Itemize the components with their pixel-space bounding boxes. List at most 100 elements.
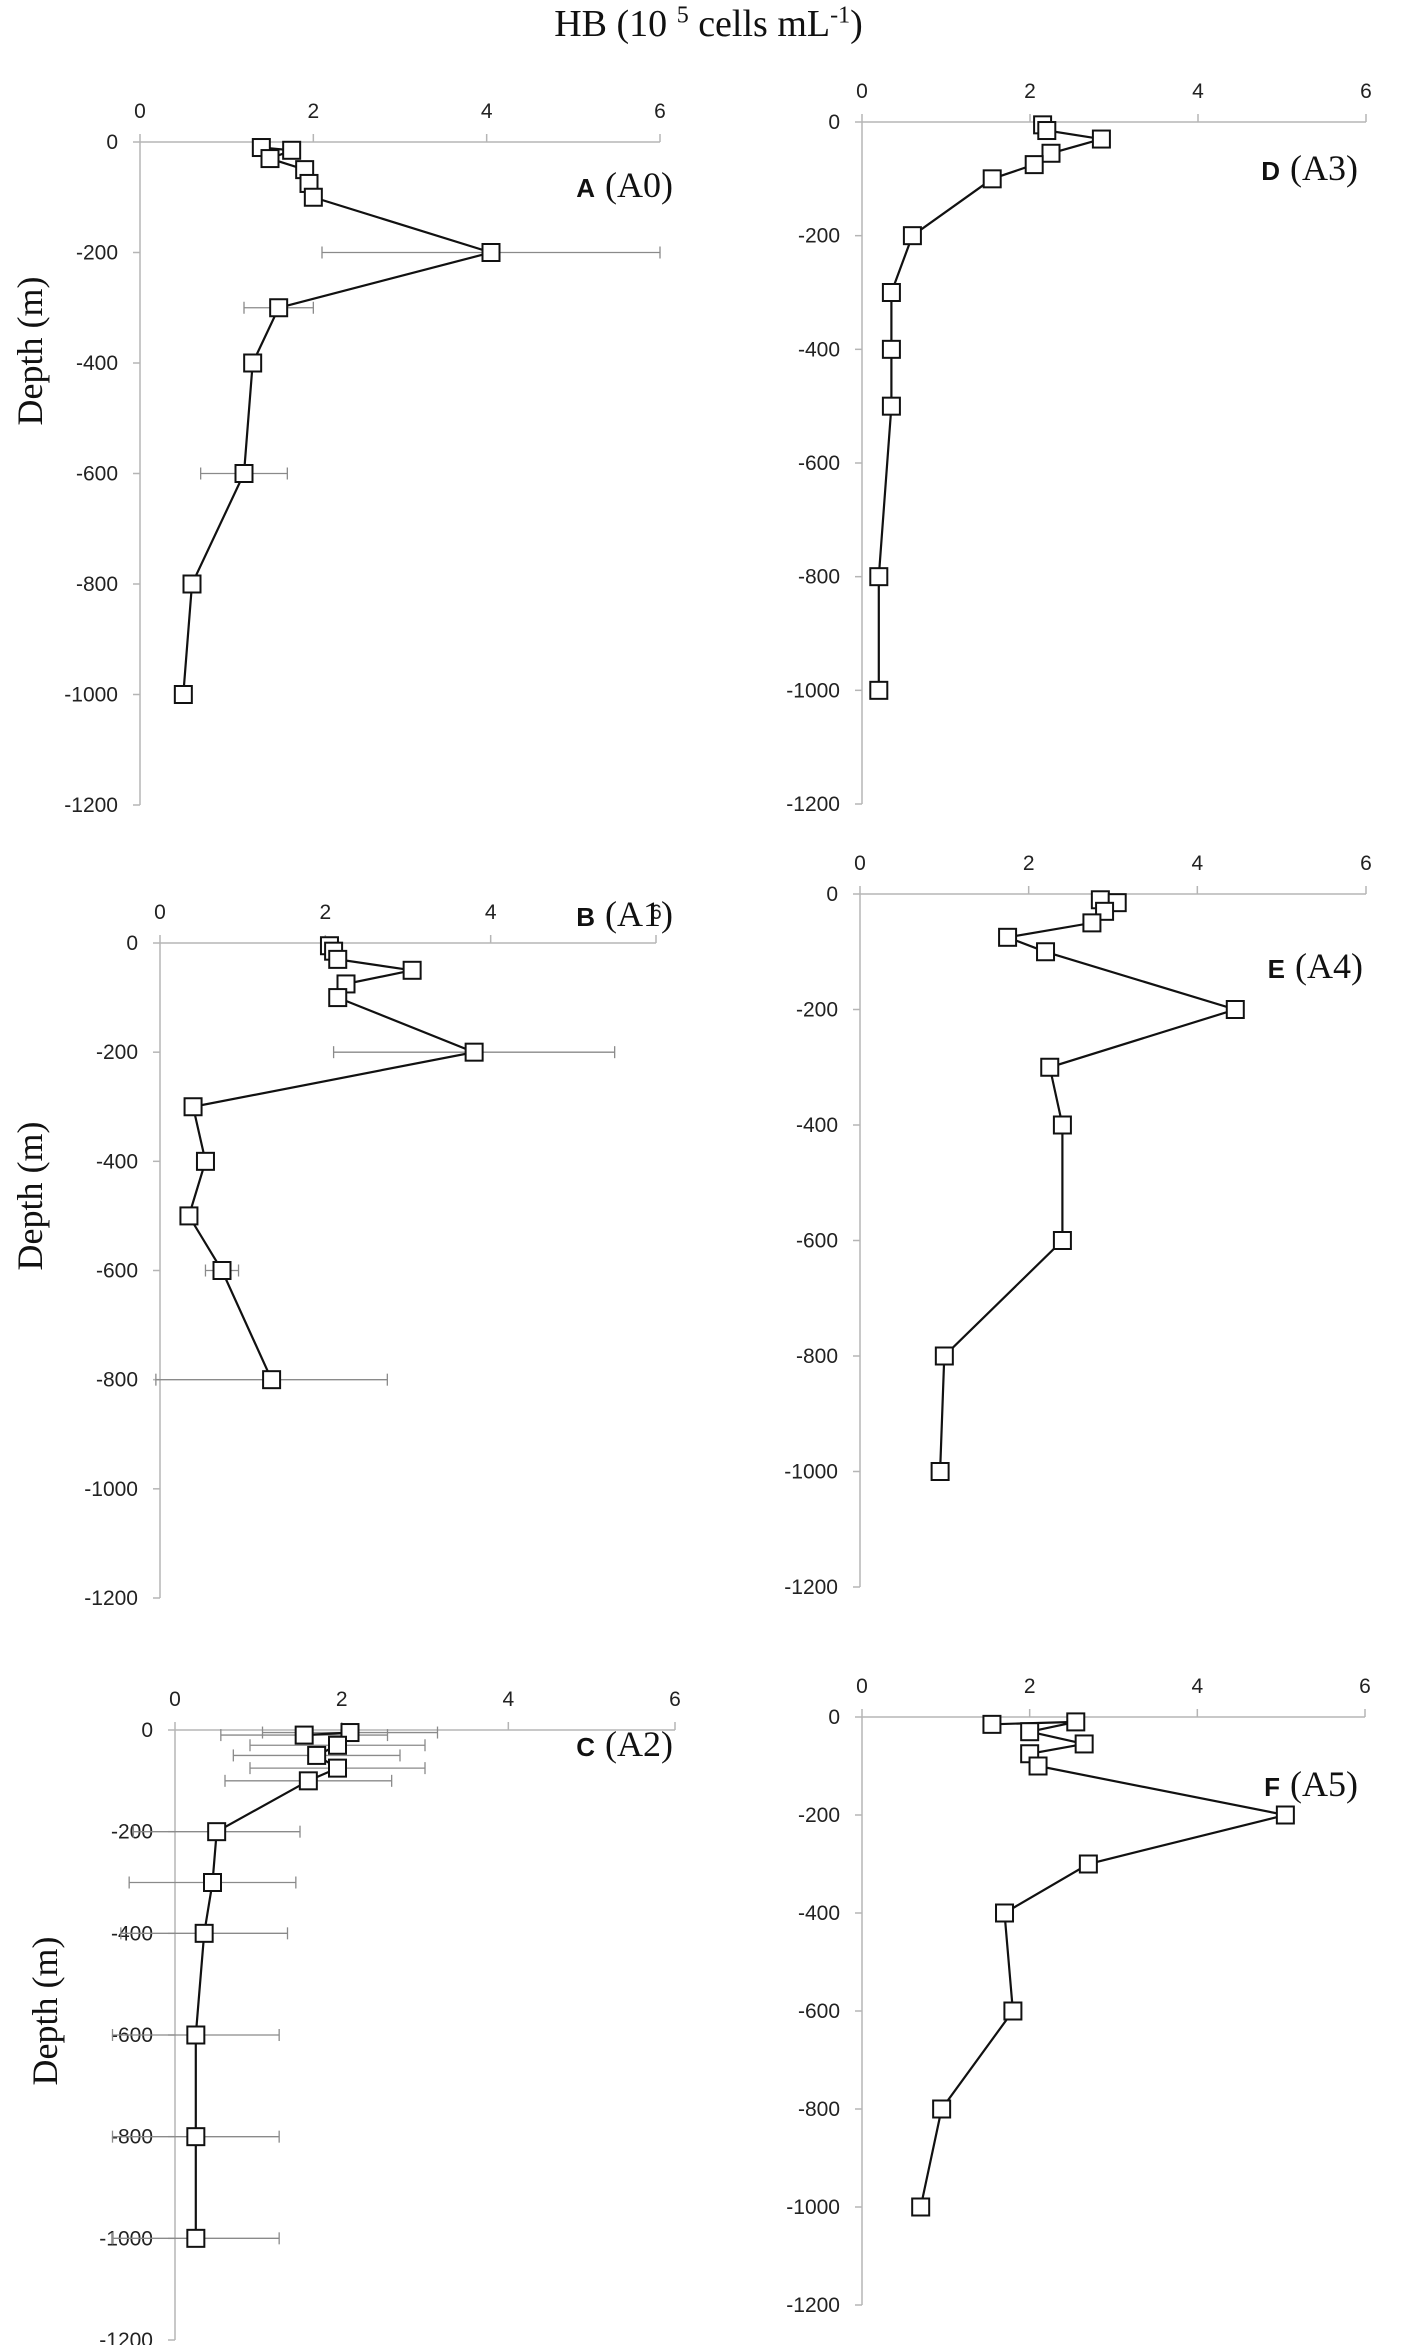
y-tick-label: -1200 [64, 794, 118, 817]
data-point-marker [186, 2127, 206, 2147]
x-tick-label: 6 [654, 100, 666, 123]
y-tick-label: -1000 [786, 679, 840, 702]
data-point-marker [464, 1042, 484, 1062]
data-point-marker [262, 1370, 282, 1390]
y-tick-label: -1000 [786, 2196, 840, 2219]
data-point-marker [869, 680, 889, 700]
data-point-marker [1066, 1712, 1086, 1732]
title-middle: cells mL [688, 3, 831, 45]
data-point-marker [911, 2197, 931, 2217]
y-tick-label: -800 [76, 573, 118, 596]
data-point-marker [881, 339, 901, 359]
title-exponent-2: -1 [830, 2, 851, 29]
y-tick-label: -600 [796, 1230, 838, 1253]
data-point-marker [1074, 1734, 1094, 1754]
x-tick-label: 4 [502, 1688, 514, 1711]
data-point-marker [260, 149, 280, 169]
data-point-marker [183, 1097, 203, 1117]
y-tick-label: -1200 [786, 2294, 840, 2317]
data-point-marker [298, 1771, 318, 1791]
data-point-marker [1275, 1805, 1295, 1825]
x-tick-label: 4 [1191, 1675, 1203, 1698]
data-point-marker [182, 574, 202, 594]
panel-site-label: (A4) [1295, 946, 1363, 986]
data-point-marker [934, 1346, 954, 1366]
data-point-marker [1024, 155, 1044, 175]
series-line [877, 124, 1102, 691]
data-point-marker [328, 1735, 347, 1755]
data-point-marker [982, 1714, 1002, 1734]
series-line [939, 898, 1240, 1472]
data-point-marker [932, 2099, 952, 2119]
data-point-marker [481, 243, 501, 262]
x-tick-label: 2 [1024, 80, 1036, 103]
data-point-marker [194, 1923, 214, 1943]
x-tick-label: 0 [856, 80, 868, 103]
y-tick-label: -1200 [786, 793, 840, 816]
y-tick-label: 0 [141, 1719, 153, 1742]
panel-c: Depth (m) 0 2 4 6 0 -200 -400 -600 -800 -1000 -120… [0, 1600, 700, 2345]
panel-f-plot: 0 2 4 6 0 -200 -400 -600 -800 -1000 -1200 F (A5) [786, 1675, 1371, 2317]
panel-letter: D [1261, 156, 1280, 186]
y-tick-label: -200 [111, 1821, 153, 1844]
y-tick-label: -800 [798, 566, 840, 589]
data-point-marker [328, 1758, 347, 1778]
panel-letter: C [576, 1732, 595, 1762]
x-tick-label: 0 [154, 901, 166, 924]
data-point-marker [179, 1206, 199, 1226]
y-tick-label: -1000 [64, 684, 118, 707]
x-tick-label: 0 [856, 1675, 868, 1698]
panel-f: 0 2 4 6 0 -200 -400 -600 -800 -1000 -1200 F (A5) [700, 1600, 1417, 2345]
x-tick-label: 0 [169, 1688, 181, 1711]
y-tick-label: -1200 [784, 1576, 838, 1599]
panel-e-plot: 0 2 4 6 0 -200 -400 -600 -800 -1000 -1200 E (A4) [784, 852, 1372, 1599]
y-tick-label: -800 [96, 1369, 138, 1392]
y-tick-label: -1200 [84, 1587, 138, 1610]
figure-title: HB (10 5 cells mL-1) [0, 2, 1417, 46]
y-tick-label: -200 [798, 1804, 840, 1827]
data-point-marker [234, 464, 254, 483]
panel-b: Depth (m) 0 2 4 6 0 -200 -400 -600 -800 -1000 -120… [0, 830, 700, 1610]
x-tick-label: 2 [307, 100, 319, 123]
y-tick-label: -600 [96, 1260, 138, 1283]
x-tick-label: 2 [1023, 852, 1035, 875]
data-point-marker [930, 1462, 950, 1481]
y-tick-label: -800 [798, 2098, 840, 2121]
data-point-marker [1028, 1756, 1048, 1776]
data-point-marker [1041, 143, 1061, 163]
data-point-marker [243, 353, 263, 373]
data-point-marker [307, 1745, 327, 1765]
panel-b-plot: 0 2 4 6 0 -200 -400 -600 -800 -1000 -1200 B (A1) [84, 894, 673, 1610]
data-point-marker [881, 396, 901, 416]
y-tick-label: -800 [796, 1345, 838, 1368]
panel-site-label: (A1) [605, 894, 673, 934]
y-tick-label: -1000 [784, 1461, 838, 1484]
x-tick-label: 4 [1191, 852, 1203, 875]
x-tick-label: 4 [485, 901, 497, 924]
panel-e: 0 2 4 6 0 -200 -400 -600 -800 -1000 -1200 E (A4) [700, 830, 1417, 1600]
data-point-marker [303, 187, 323, 207]
x-tick-label: 2 [319, 901, 331, 924]
data-point-marker [1082, 913, 1102, 933]
data-point-marker [1052, 1231, 1072, 1250]
y-tick-label: 0 [828, 111, 840, 134]
data-point-marker [1078, 1854, 1098, 1874]
y-tick-label: 0 [826, 883, 838, 906]
title-suffix: ) [850, 3, 863, 45]
data-point-marker [186, 2025, 206, 2045]
y-tick-label: -400 [96, 1150, 138, 1173]
x-tick-label: 6 [1360, 852, 1372, 875]
data-point-marker [998, 927, 1018, 947]
data-point-marker [207, 1822, 227, 1842]
data-point-marker [1037, 121, 1057, 141]
x-tick-label: 0 [854, 852, 866, 875]
data-point-marker [869, 567, 889, 587]
x-tick-label: 6 [1359, 1675, 1371, 1698]
panel-letter: F [1264, 1772, 1280, 1802]
data-point-marker [294, 1725, 314, 1745]
data-point-marker [982, 169, 1002, 189]
data-point-marker [902, 226, 922, 246]
y-tick-label: -200 [76, 242, 118, 265]
data-point-marker [1225, 1000, 1245, 1019]
x-tick-label: 4 [481, 100, 493, 123]
